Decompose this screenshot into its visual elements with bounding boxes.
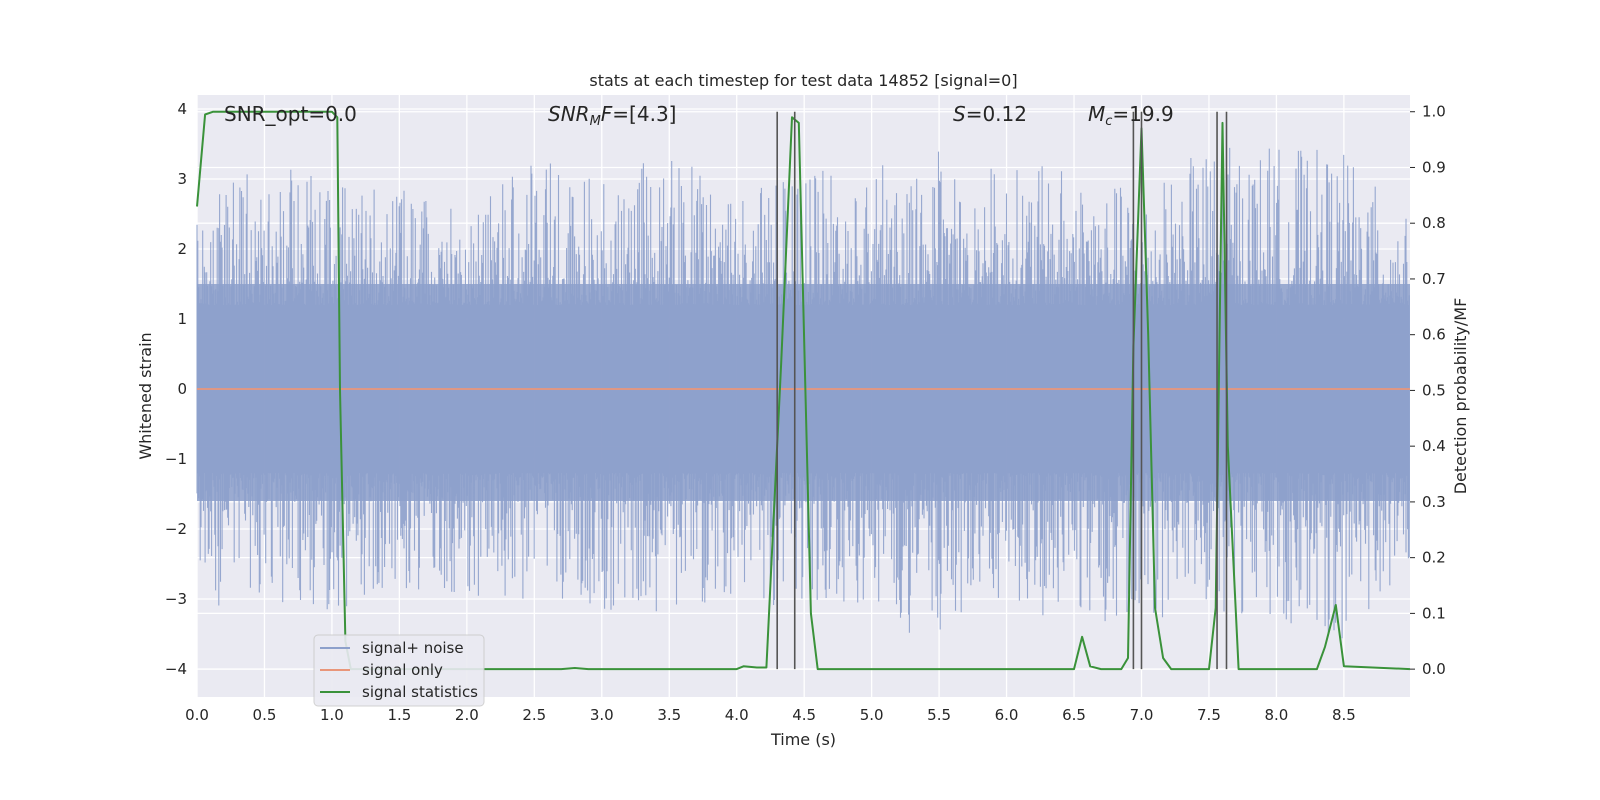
annotation-s: S=0.12 [953, 102, 1027, 126]
annotations: SNR_opt=0.0 SNRMF=[4.3] S=0.12 Mc=19.9 [224, 102, 1174, 129]
x-tick-label: 4.0 [725, 706, 749, 724]
x-tick-label: 0.5 [253, 706, 277, 724]
x-tick-label: 1.0 [320, 706, 344, 724]
y-tick-label-left: −2 [165, 520, 187, 538]
x-tick-label: 6.0 [995, 706, 1019, 724]
y-axis-label-left: Whitened strain [136, 332, 155, 459]
y-tick-label-right: 0.5 [1422, 381, 1446, 399]
legend-label: signal+ noise [362, 639, 464, 657]
x-tick-label: 8.5 [1332, 706, 1356, 724]
y-tick-label-left: −1 [165, 450, 187, 468]
y-tick-label-left: −3 [165, 590, 187, 608]
x-tick-label: 2.5 [522, 706, 546, 724]
tick-labels: 0.0 0.5 1.0 1.5 2.0 2.5 3.0 3.5 4.0 4.5 5.0 5.5 6.0 6… [165, 100, 1446, 724]
y-tick-label-right: 1.0 [1422, 103, 1446, 121]
x-tick-label: 7.0 [1130, 706, 1154, 724]
x-tick-label: 4.5 [792, 706, 816, 724]
x-tick-label: 5.0 [860, 706, 884, 724]
y-tick-label-right: 0.7 [1422, 270, 1446, 288]
annotation-snr-mf: SNRMF=[4.3] [548, 102, 676, 129]
y-tick-label-right: 0.0 [1422, 660, 1446, 678]
x-tick-label: 6.5 [1062, 706, 1086, 724]
y-tick-label-left: −4 [165, 660, 187, 678]
vertical-markers [776, 111, 1228, 670]
y-tick-label-left: 4 [177, 100, 187, 118]
x-tick-label: 0.0 [185, 706, 209, 724]
x-tick-label: 7.5 [1197, 706, 1221, 724]
y-axis-label-right: Detection probability/MF [1451, 298, 1470, 495]
y-tick-label-right: 0.4 [1422, 437, 1446, 455]
y-tick-label-left: 0 [177, 380, 187, 398]
annotation-snr-opt: SNR_opt=0.0 [224, 102, 357, 126]
y-tick-label-right: 0.2 [1422, 549, 1446, 567]
x-tick-label: 3.5 [657, 706, 681, 724]
chart-title: stats at each timestep for test data 148… [589, 71, 1017, 90]
legend-label: signal only [362, 661, 443, 679]
x-tick-label: 8.0 [1264, 706, 1288, 724]
x-tick-label: 2.0 [455, 706, 479, 724]
y-tick-label-left: 3 [177, 170, 187, 188]
y-tick-label-right: 0.1 [1422, 604, 1446, 622]
y-tick-label-right: 0.6 [1422, 326, 1446, 344]
x-axis-label: Time (s) [770, 730, 836, 749]
x-tick-label: 1.5 [387, 706, 411, 724]
y-tick-label-right: 0.8 [1422, 214, 1446, 232]
annotation-mc: Mc=19.9 [1088, 102, 1174, 129]
legend-box [313, 634, 485, 707]
x-tick-label: 3.0 [590, 706, 614, 724]
y-tick-label-left: 1 [177, 310, 187, 328]
y-tick-label-left: 2 [177, 240, 187, 258]
y-tick-label-right: 0.9 [1422, 158, 1446, 176]
legend-label: signal statistics [362, 683, 478, 701]
legend: signal+ noise signal only signal statistic… [313, 634, 485, 707]
y-tick-label-right: 0.3 [1422, 493, 1446, 511]
x-tick-label: 5.5 [927, 706, 951, 724]
